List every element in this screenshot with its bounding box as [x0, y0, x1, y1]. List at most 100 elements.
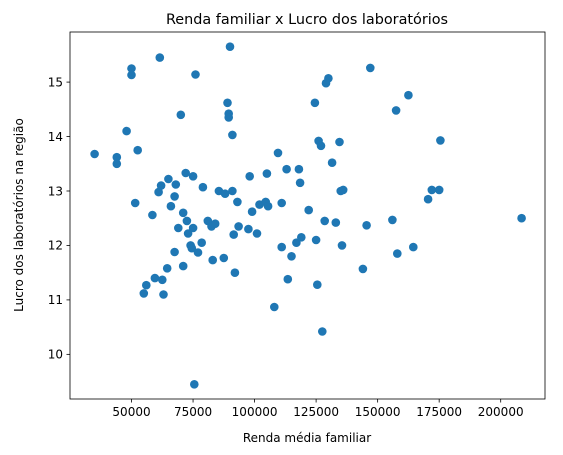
data-point	[327, 158, 337, 167]
data-point	[133, 145, 142, 155]
data-point	[233, 197, 242, 207]
data-point	[187, 243, 197, 253]
data-point	[358, 264, 368, 274]
data-point	[127, 64, 136, 73]
data-point	[229, 230, 238, 239]
data-point	[150, 273, 160, 283]
data-point	[223, 98, 232, 108]
data-point	[191, 70, 200, 79]
data-point	[219, 253, 229, 263]
data-point	[270, 302, 279, 312]
data-point	[176, 110, 186, 120]
data-point	[188, 223, 198, 233]
data-point	[287, 251, 296, 261]
x-tick-label: 175000	[416, 405, 462, 419]
data-point	[166, 201, 176, 211]
data-point	[159, 290, 168, 299]
plot-frame	[69, 31, 546, 400]
y-tick-label: 11	[48, 293, 63, 307]
data-point	[388, 215, 397, 225]
data-point	[154, 187, 163, 197]
data-point	[427, 185, 437, 195]
data-point	[277, 198, 287, 208]
data-point	[181, 168, 190, 178]
data-point	[244, 224, 253, 234]
data-point	[294, 164, 304, 174]
data-point	[122, 126, 131, 136]
data-point	[434, 185, 444, 195]
data-point	[228, 186, 237, 196]
x-tick-label: 200000	[478, 405, 524, 419]
data-point	[112, 152, 122, 162]
data-point	[174, 223, 183, 233]
data-point	[164, 174, 173, 184]
data-point	[324, 74, 333, 83]
data-point	[362, 221, 371, 230]
data-point	[252, 229, 262, 238]
x-tick-label: 100000	[232, 405, 278, 419]
y-tick-label: 10	[48, 348, 63, 362]
y-tick-label: 13	[48, 184, 63, 198]
data-point	[208, 255, 217, 265]
y-axis: 10 11 12 13 14 15	[48, 75, 70, 362]
data-point	[277, 242, 287, 252]
data-point	[198, 182, 208, 192]
data-point	[178, 208, 188, 218]
data-point	[228, 130, 237, 140]
data-point	[224, 113, 233, 122]
data-point	[393, 249, 402, 258]
data-point	[338, 185, 348, 195]
data-point	[331, 218, 341, 227]
chart-title: Renda familiar x Lucro dos laboratórios	[166, 12, 448, 28]
data-point	[158, 275, 167, 285]
data-point	[320, 216, 330, 226]
data-point	[273, 148, 283, 158]
data-point	[178, 261, 188, 271]
data-point	[297, 233, 306, 242]
x-tick-label: 150000	[355, 405, 401, 419]
data-point	[183, 229, 193, 238]
y-tick-label: 15	[48, 75, 63, 89]
data-point	[162, 264, 172, 273]
data-point	[230, 268, 240, 278]
data-point	[155, 53, 165, 62]
data-point	[391, 106, 401, 115]
data-point	[335, 137, 344, 147]
data-point	[139, 289, 149, 298]
data-point	[130, 198, 140, 208]
data-point	[282, 164, 291, 174]
data-point	[170, 192, 179, 201]
x-tick-label: 50000	[112, 405, 150, 419]
data-point	[225, 42, 235, 51]
data-point	[366, 63, 375, 73]
data-point	[316, 141, 326, 151]
data-point	[313, 280, 322, 290]
data-point	[436, 136, 445, 145]
x-axis: 50000 75000 100000 125000 150000 175000 200000	[112, 399, 524, 419]
data-point	[171, 180, 181, 189]
data-point	[234, 222, 243, 231]
data-point	[197, 238, 206, 247]
x-tick-label: 75000	[174, 405, 212, 419]
y-tick-label: 12	[48, 239, 63, 253]
data-point	[262, 169, 272, 178]
x-tick-label: 125000	[293, 405, 339, 419]
x-axis-label: Renda média familiar	[243, 431, 371, 445]
data-point	[337, 241, 347, 250]
data-point	[210, 219, 220, 228]
data-point	[423, 194, 433, 204]
data-point	[156, 181, 166, 190]
data-point	[148, 210, 157, 220]
data-point	[190, 380, 199, 389]
data-point	[188, 172, 198, 181]
data-point	[245, 172, 254, 181]
data-point	[182, 216, 192, 226]
data-point	[142, 280, 151, 290]
data-point	[263, 201, 273, 211]
data-point	[304, 205, 314, 215]
data-point	[112, 159, 122, 169]
data-point	[247, 207, 257, 216]
data-point	[404, 90, 413, 100]
data-point	[283, 274, 293, 284]
